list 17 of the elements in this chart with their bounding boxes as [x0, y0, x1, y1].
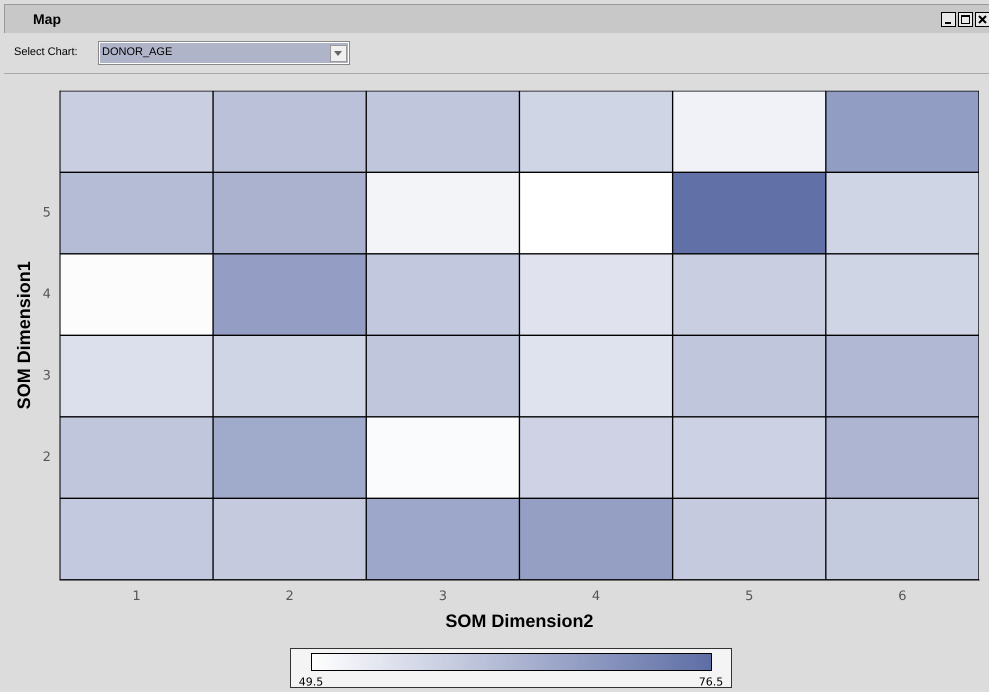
x-tick-label: 2: [286, 588, 294, 604]
x-axis-title: SOM Dimension2: [445, 611, 594, 632]
y-tick-label: 2: [42, 450, 51, 465]
y-tick-label: 3: [42, 368, 51, 384]
chart-title: Map: [33, 11, 61, 27]
text: DONOR_AGE: [102, 46, 172, 58]
x-tick-label: 1: [132, 588, 141, 604]
x-tick-label: 5: [745, 588, 754, 604]
color-bar-label: 76.5: [698, 675, 724, 688]
y-tick-label: 4: [42, 286, 51, 302]
y-axis-title: SOM Dimension1: [14, 261, 34, 410]
x-tick-label: 3: [438, 588, 447, 604]
color-bar-label: 49.5: [298, 675, 324, 688]
x-tick-label: 6: [898, 588, 907, 604]
y-tick-label: 5: [42, 205, 51, 220]
text: Select Chart:: [14, 46, 78, 58]
x-tick-label: 4: [592, 588, 600, 604]
